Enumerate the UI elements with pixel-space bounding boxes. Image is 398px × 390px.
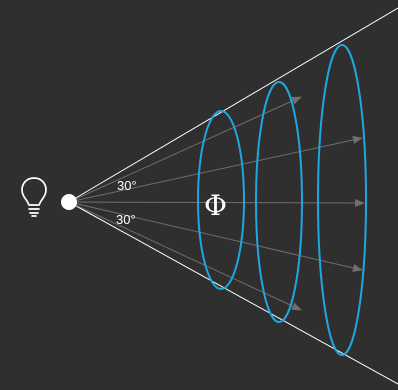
cone-lower-edge [68, 201, 398, 385]
light-source-point [61, 194, 77, 210]
flux-symbol: Φ [204, 189, 227, 222]
lightbulb-icon [21, 177, 47, 217]
flux-ellipse-far [317, 44, 367, 356]
flux-ellipses [197, 44, 367, 356]
ray-4 [68, 201, 363, 272]
cone-upper-edge [68, 7, 398, 203]
ray-3 [68, 198, 365, 207]
upper-angle-label: 30° [117, 178, 137, 193]
ray-5 [68, 201, 302, 311]
ray-1 [68, 96, 302, 203]
ray-2 [68, 136, 363, 203]
lower-angle-label: 30° [116, 212, 136, 227]
flux-ellipse-middle [255, 81, 303, 323]
flux-ellipse-near [197, 110, 245, 290]
